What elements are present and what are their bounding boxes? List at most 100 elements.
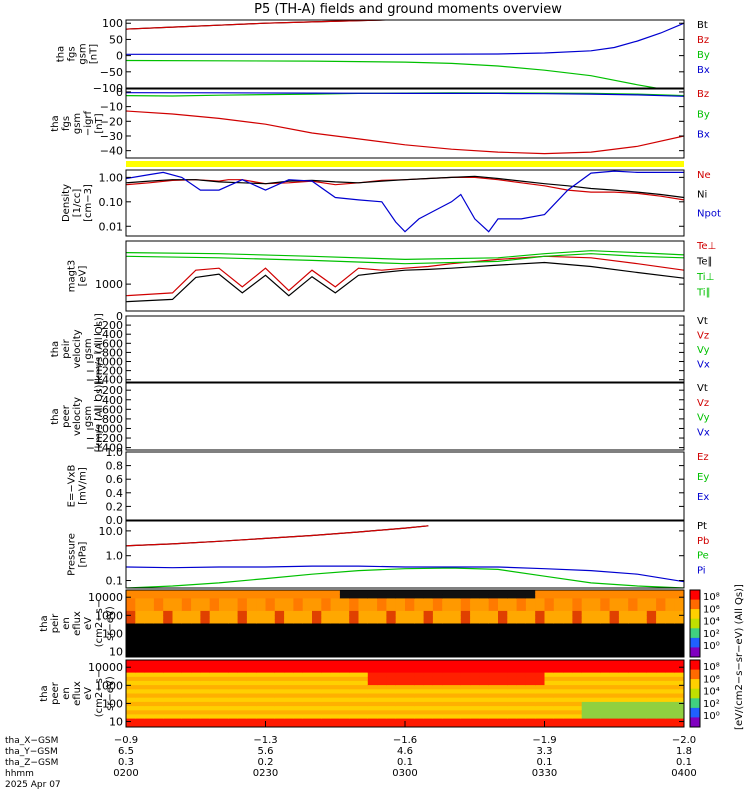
legend-entry: Npot (697, 209, 721, 220)
y-axis-label: Density (61, 184, 72, 222)
y-tick-label: −50 (100, 66, 123, 79)
series-line-Pi (126, 565, 684, 583)
ephemeris-block: −0.9 −1.3 −1.6 −1.9 −2.0 tha_X−GSMtha_Y−GSMth… (5, 721, 697, 790)
series-line-Te∥ (126, 261, 684, 303)
y-axis-label: gsm (83, 406, 94, 427)
ephemeris-z-gsm: 0.3 (118, 757, 134, 768)
y-axis-label: tha (50, 341, 61, 357)
ephemeris-y-gsm: 5.6 (258, 746, 274, 757)
y-tick-label: 0.6 (106, 473, 124, 486)
legend-entry: Vz (697, 398, 709, 409)
series-line-Pb (126, 525, 429, 547)
series-line-Bz (126, 110, 684, 155)
ephemeris-time: 0230 (253, 768, 278, 779)
ephemeris-time: 0400 (671, 768, 696, 779)
panel-frame (125, 315, 685, 383)
y-tick-label: −200 (93, 384, 123, 397)
y-axis-label: [km/s (All Qs)] (94, 381, 105, 453)
y-axis-label: [eV] (78, 266, 89, 287)
y-tick-label: 10000 (88, 661, 123, 674)
y-axis-label: velocity (72, 329, 83, 368)
y-tick-label: −200 (93, 319, 123, 332)
y-tick-label: 1.00 (99, 171, 124, 184)
legend-entry: Ez (697, 452, 709, 463)
legend-entry: Vt (697, 316, 708, 327)
legend-entry: Bz (697, 89, 709, 100)
quality-flag-bar (126, 161, 684, 167)
ephemeris-y-gsm: 6.5 (118, 746, 134, 757)
y-axis-label: peer (61, 404, 72, 428)
y-axis-label: eV (83, 617, 94, 630)
ephemeris-time: 0330 (532, 768, 557, 779)
panel-frame (125, 589, 685, 658)
x-tick-label: −1.9 (532, 735, 556, 746)
colorbar-tick-label: 10⁸ (703, 592, 720, 603)
ephemeris-z-gsm: 0.1 (676, 757, 692, 768)
spectrogram-image (126, 660, 684, 727)
y-axis-label: gsm (78, 43, 89, 64)
colorbar-tick-label: 10⁰ (703, 711, 720, 722)
series-line-Bz (126, 20, 406, 30)
legend-entry: Vy (697, 345, 710, 356)
series-line-Ni (126, 175, 684, 199)
colorbar-tick-label: 10² (703, 629, 720, 640)
spectrogram-image (126, 590, 684, 657)
x-tick-label: −1.6 (393, 735, 417, 746)
y-tick-label: −30 (100, 130, 123, 143)
series-line-Pe (126, 567, 684, 588)
y-tick-label: 1000 (95, 609, 123, 622)
y-tick-label: 100 (102, 17, 123, 30)
y-tick-label: 0 (116, 310, 123, 323)
y-axis-label: gsm (83, 338, 94, 359)
legend-entry: Te∥ (696, 257, 713, 268)
y-axis-label: [km/s (All Qs)] (94, 313, 105, 385)
legend-entry: Ne (697, 170, 711, 181)
panel-frame (125, 88, 685, 159)
y-tick-label: 0 (116, 86, 123, 99)
x-tick-label: −1.3 (253, 735, 277, 746)
plot-title: P5 (TH-A) fields and ground moments over… (254, 2, 562, 17)
y-tick-label: −1200 (86, 365, 123, 378)
ephemeris-time: 0300 (392, 768, 417, 779)
series-line-Bx (126, 22, 684, 55)
y-axis-label: (cm2−s− (94, 600, 105, 647)
colorbar-tick-label: 10⁶ (703, 604, 720, 615)
y-tick-label: −1000 (86, 356, 123, 369)
y-axis-label: peer (50, 681, 61, 705)
y-tick-label: 10.0 (99, 525, 124, 538)
ephemeris-row-label: hhmm (5, 769, 34, 779)
series-line-By (126, 59, 660, 88)
y-axis-label: en (61, 687, 72, 700)
y-tick-label: −800 (93, 413, 123, 426)
y-axis-label: eflux (72, 611, 83, 636)
legend-entry: Pb (697, 536, 709, 547)
y-tick-label: 0.01 (99, 220, 124, 233)
y-tick-label: −800 (93, 346, 123, 359)
y-axis-label: E=−VxB (67, 465, 78, 508)
y-tick-label: 0 (116, 50, 123, 63)
y-axis-label: (cm2−s− (94, 670, 105, 717)
y-axis-label: gsm (72, 113, 83, 134)
y-tick-label: −1200 (86, 432, 123, 445)
y-axis-label: tha (50, 408, 61, 424)
y-tick-label: −1400 (86, 442, 123, 455)
ephemeris-row-label: tha_Z−GSM (5, 758, 58, 768)
y-axis-label: peir (50, 613, 61, 633)
y-tick-label: 100 (102, 627, 123, 640)
y-tick-label: −10 (100, 101, 123, 114)
y-axis-label: peir (61, 338, 72, 358)
panel-frame (125, 520, 685, 589)
x-tick-label: −2.0 (672, 735, 696, 746)
legend-entry: Ey (697, 472, 709, 483)
y-axis-label: [nT] (94, 113, 105, 133)
y-axis-label: magt3 (67, 260, 78, 293)
legend-entry: By (697, 109, 710, 120)
panel-frame (125, 19, 685, 89)
y-tick-label: 0.0 (106, 514, 124, 527)
legend-entry: Ti⊥ (696, 272, 714, 283)
legend-entry: Bx (697, 130, 710, 141)
legend-entry: Pt (697, 521, 707, 532)
colorbar-tick-label: 10⁶ (703, 674, 720, 685)
y-axis-label: sr−eV) (105, 676, 116, 711)
